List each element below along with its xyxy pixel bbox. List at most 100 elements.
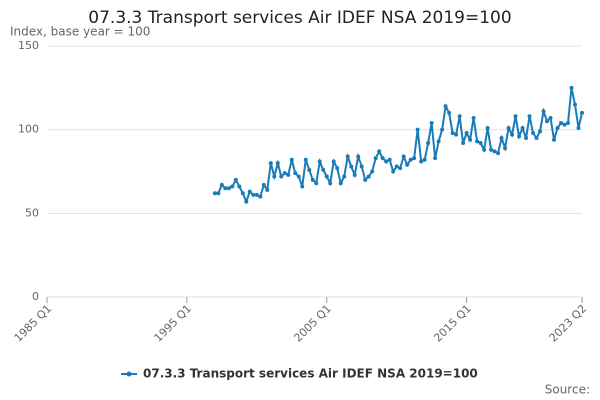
point (237, 184, 242, 189)
point (331, 159, 336, 164)
point (408, 157, 413, 162)
point (562, 122, 567, 127)
point (517, 134, 522, 139)
point (216, 191, 221, 196)
point (282, 171, 287, 176)
point (268, 161, 273, 166)
point (548, 115, 553, 120)
legend-label: 07.3.3 Transport services Air IDEF NSA 2… (143, 367, 478, 381)
subtitle: Index, base year = 100 (10, 25, 150, 39)
point (559, 120, 564, 125)
point (569, 85, 574, 90)
point (254, 192, 259, 197)
point (352, 172, 357, 177)
point (524, 136, 529, 141)
point (377, 149, 382, 154)
point (520, 125, 525, 130)
point (401, 154, 406, 159)
point (212, 191, 217, 196)
point (359, 164, 364, 169)
series-line (214, 87, 583, 205)
point (345, 154, 350, 159)
point (538, 129, 543, 134)
point (349, 164, 354, 169)
point (303, 157, 308, 162)
point (247, 189, 252, 194)
point (492, 149, 497, 154)
x-tick-label: 2015 Q1 (431, 302, 474, 345)
point (384, 159, 389, 164)
point (485, 125, 490, 130)
point (510, 132, 515, 137)
point (286, 172, 291, 177)
point (317, 159, 322, 164)
point (321, 167, 326, 172)
point (324, 174, 329, 179)
point (468, 137, 473, 142)
point (545, 119, 550, 124)
point (552, 137, 557, 142)
point (457, 114, 462, 119)
point (356, 154, 361, 159)
point (244, 199, 249, 204)
point (314, 181, 319, 186)
point (573, 102, 578, 107)
point (436, 139, 441, 144)
y-tick-label: 150 (18, 39, 39, 52)
point (576, 125, 581, 130)
point (499, 136, 504, 141)
point (366, 174, 371, 179)
point (272, 174, 277, 179)
point (307, 167, 312, 172)
point (230, 184, 235, 189)
point (261, 182, 266, 187)
point (471, 115, 476, 120)
point (580, 110, 584, 115)
point (433, 156, 438, 161)
point (342, 174, 347, 179)
point (275, 161, 280, 166)
point (454, 132, 459, 137)
point (412, 156, 417, 161)
point (447, 110, 452, 115)
point (464, 131, 469, 136)
point (398, 166, 403, 171)
point (419, 159, 424, 164)
point (363, 177, 368, 182)
point (440, 127, 445, 132)
x-tick-label: 2023 Q2 (547, 302, 590, 345)
point (240, 191, 245, 196)
point (373, 156, 378, 161)
point (300, 184, 305, 189)
point (335, 166, 340, 171)
point (223, 186, 228, 191)
point (426, 141, 431, 146)
point (489, 147, 494, 152)
point (475, 139, 480, 144)
point (251, 192, 256, 197)
point (534, 136, 539, 141)
point (531, 131, 536, 136)
point (506, 125, 511, 130)
point (233, 177, 238, 182)
point (461, 141, 466, 146)
legend-marker (126, 371, 132, 377)
point (496, 151, 501, 156)
point (450, 131, 455, 136)
point (566, 120, 571, 125)
point (429, 120, 434, 125)
point (279, 174, 284, 179)
point (328, 181, 333, 186)
point (219, 182, 224, 187)
point (391, 169, 396, 174)
x-tick-label: 2005 Q1 (291, 302, 334, 345)
point (338, 181, 343, 186)
point (265, 187, 270, 192)
point (394, 164, 399, 169)
point (503, 146, 508, 151)
point (422, 157, 427, 162)
point (443, 104, 448, 109)
point (293, 171, 298, 176)
chart-title: 07.3.3 Transport services Air IDEF NSA 2… (88, 8, 511, 28)
